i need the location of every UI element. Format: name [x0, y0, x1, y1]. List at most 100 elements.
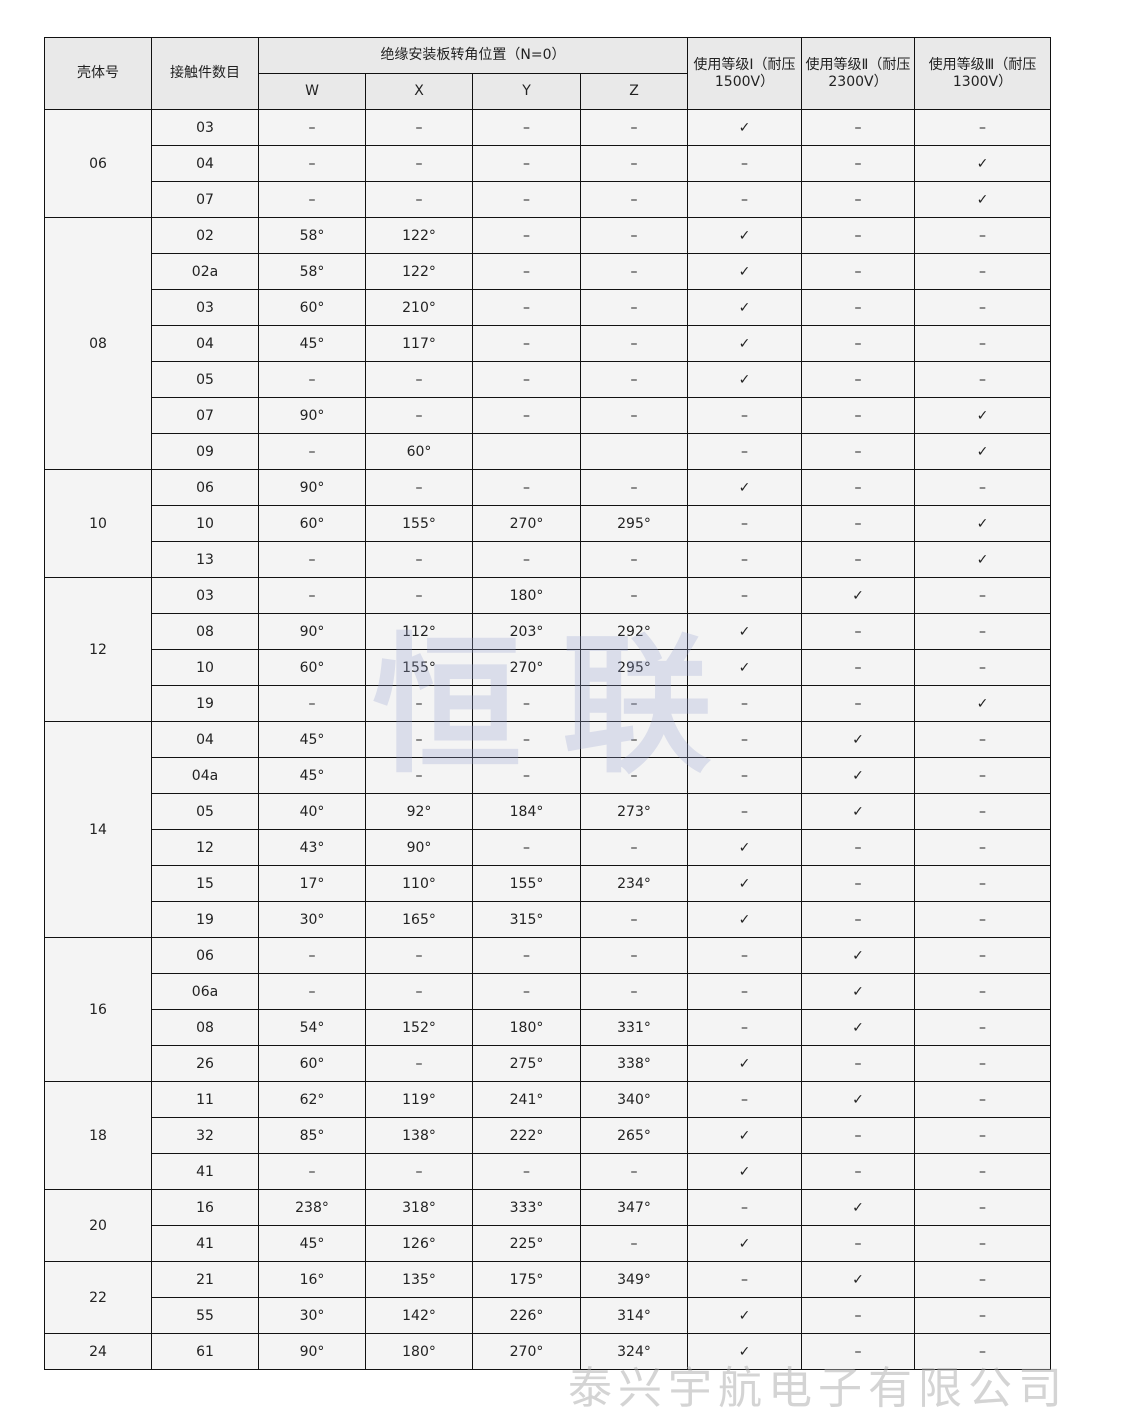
- y-cell: 241°: [472, 1081, 581, 1118]
- x-cell: –: [365, 469, 473, 506]
- shell-cell: 14: [44, 721, 152, 938]
- contacts-cell: 19: [151, 685, 259, 722]
- z-cell: 338°: [580, 1045, 688, 1082]
- y-cell: –: [472, 541, 581, 578]
- grade-3-cell: –: [914, 613, 1051, 650]
- grade-3-cell: –: [914, 973, 1051, 1010]
- y-cell: –: [472, 721, 581, 758]
- y-cell: 270°: [472, 1333, 581, 1370]
- grade-2-cell: –: [801, 1045, 915, 1082]
- w-cell: 60°: [258, 505, 366, 542]
- grade-3-cell: ✓: [914, 685, 1051, 722]
- grade-2-cell: ✓: [801, 793, 915, 830]
- z-cell: –: [580, 577, 688, 614]
- z-cell: –: [580, 1225, 688, 1262]
- y-cell: –: [472, 181, 581, 218]
- contacts-cell: 06: [151, 937, 259, 974]
- y-cell: –: [472, 1153, 581, 1190]
- y-cell: 184°: [472, 793, 581, 830]
- w-cell: 43°: [258, 829, 366, 866]
- z-cell: –: [580, 829, 688, 866]
- table-row: 08 90° 112° 203° 292° ✓ – –: [45, 613, 1051, 650]
- x-cell: 122°: [365, 253, 473, 290]
- w-cell: –: [258, 577, 366, 614]
- contacts-cell: 21: [151, 1261, 259, 1298]
- table-row: 41 45° 126° 225° – ✓ – –: [45, 1225, 1051, 1262]
- z-cell: 292°: [580, 613, 688, 650]
- grade-1-cell: ✓: [687, 1153, 802, 1190]
- grade-1-cell: –: [687, 757, 802, 794]
- z-cell: [580, 433, 688, 470]
- grade-2-cell: –: [801, 505, 915, 542]
- grade-2-cell: –: [801, 1117, 915, 1154]
- contacts-cell: 09: [151, 433, 259, 470]
- y-cell: 155°: [472, 865, 581, 902]
- grade-2-cell: ✓: [801, 1009, 915, 1046]
- w-cell: 62°: [258, 1081, 366, 1118]
- table-row: 03 60° 210° – – ✓ – –: [45, 289, 1051, 326]
- table-row: 08 02 58° 122° – – ✓ – –: [44, 217, 1051, 470]
- y-cell: –: [472, 217, 581, 254]
- y-cell: 175°: [472, 1261, 581, 1298]
- w-cell: –: [258, 361, 366, 398]
- grade-3-cell: –: [914, 721, 1051, 758]
- contacts-cell: 16: [151, 1189, 259, 1226]
- z-cell: –: [580, 289, 688, 326]
- grade-1-cell: ✓: [687, 253, 802, 290]
- table-row: 06 03– – – – ✓ – –: [44, 109, 1051, 218]
- shell-cell: 08: [44, 217, 152, 470]
- w-cell: 58°: [258, 253, 366, 290]
- contacts-cell: 55: [151, 1297, 259, 1334]
- z-cell: 273°: [580, 793, 688, 830]
- contacts-cell: 05: [151, 361, 259, 398]
- grade-1-cell: ✓: [687, 469, 802, 506]
- table-row: 10 60° 155° 270° 295° ✓ – –: [45, 649, 1051, 686]
- z-cell: 265°: [580, 1117, 688, 1154]
- grade-2-cell: –: [801, 433, 915, 470]
- grade-3-cell: ✓: [914, 397, 1051, 434]
- grade-2-cell: ✓: [801, 973, 915, 1010]
- grade-3-cell: –: [914, 1333, 1051, 1370]
- y-cell: 180°: [472, 577, 581, 614]
- y-cell: 333°: [472, 1189, 581, 1226]
- x-cell: 92°: [365, 793, 473, 830]
- y-cell: –: [472, 289, 581, 326]
- w-cell: 45°: [258, 1225, 366, 1262]
- contacts-cell: 02: [151, 217, 259, 254]
- contacts-cell: 04: [151, 325, 259, 362]
- w-cell: –: [258, 1153, 366, 1190]
- table-row: 24 61 90° 180° 270° 324° ✓ – –: [44, 1333, 1051, 1370]
- shell-cell: 24: [44, 1333, 152, 1370]
- y-cell: –: [472, 937, 581, 974]
- x-cell: 142°: [365, 1297, 473, 1334]
- x-cell: 60°: [365, 433, 473, 470]
- contacts-cell: 26: [151, 1045, 259, 1082]
- y-cell: 180°: [472, 1009, 581, 1046]
- z-cell: 349°: [580, 1261, 688, 1298]
- contacts-cell: 32: [151, 1117, 259, 1154]
- x-cell: 117°: [365, 325, 473, 362]
- contacts-cell: 04a: [151, 757, 259, 794]
- y-cell: –: [472, 145, 581, 182]
- w-cell: 45°: [258, 325, 366, 362]
- grade-2-cell: –: [801, 829, 915, 866]
- grade-2-cell: –: [801, 289, 915, 326]
- x-cell: –: [365, 1153, 473, 1190]
- y-cell: –: [472, 253, 581, 290]
- contacts-cell: 05: [151, 793, 259, 830]
- z-cell: 324°: [580, 1333, 688, 1370]
- contacts-cell: 04: [151, 721, 259, 758]
- table-row: 19– – – – – – ✓: [45, 685, 1051, 722]
- header-grade-1: 使用等级Ⅰ（耐压1500V）: [687, 37, 802, 110]
- grade-3-cell: –: [914, 325, 1051, 362]
- contacts-cell: 61: [151, 1333, 259, 1370]
- contacts-cell: 04: [151, 145, 259, 182]
- grade-1-cell: –: [687, 721, 802, 758]
- contacts-cell: 06a: [151, 973, 259, 1010]
- grade-1-cell: –: [687, 1081, 802, 1118]
- grade-3-cell: ✓: [914, 181, 1051, 218]
- grade-1-cell: –: [687, 1189, 802, 1226]
- grade-1-cell: –: [687, 541, 802, 578]
- z-cell: 295°: [580, 649, 688, 686]
- grade-3-cell: –: [914, 109, 1051, 146]
